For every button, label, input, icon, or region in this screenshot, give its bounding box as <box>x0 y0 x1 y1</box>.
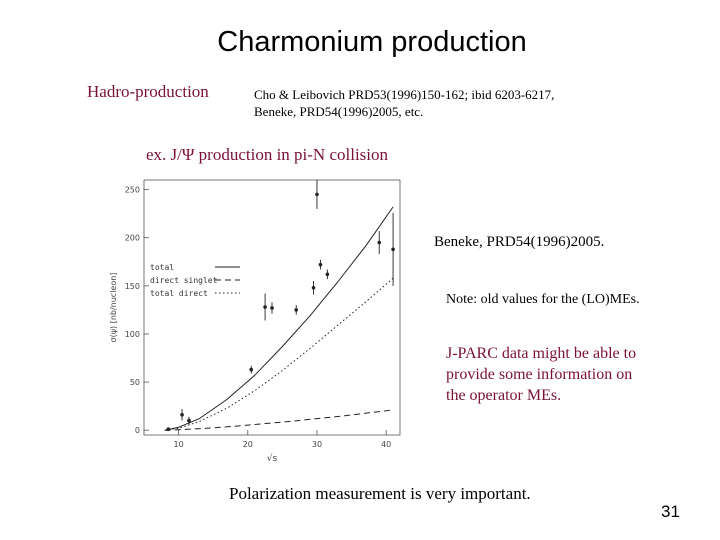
y-tick-label: 0 <box>135 426 140 435</box>
jparc-line-3: the operator MEs. <box>446 387 562 404</box>
data-point <box>270 306 274 310</box>
data-point <box>318 262 323 267</box>
y-tick-label: 100 <box>125 330 140 339</box>
page-number: 31 <box>661 502 680 521</box>
jparc-line-1: J-PARC data might be able to <box>446 345 637 362</box>
plot-frame <box>143 179 401 436</box>
x-tick-label: 10 <box>174 440 184 449</box>
data-point <box>294 308 299 312</box>
x-tick-label: 40 <box>381 440 391 449</box>
example-heading: ex. J/Ψ production in pi-N collision <box>146 145 389 164</box>
data-point <box>263 305 267 309</box>
citation-line-2: Beneke, PRD54(1996)2005, etc. <box>254 104 424 119</box>
legend-label: total direct <box>150 289 208 298</box>
citation: Cho & Leibovich PRD53(1996)150-162; ibid… <box>254 86 614 120</box>
data-point <box>311 285 316 290</box>
y-axis-label: σ(ψ) [nb/nucleon] <box>109 273 118 343</box>
polarization-statement: Polarization measurement is very importa… <box>229 484 531 503</box>
series-direct-singlet <box>164 409 394 431</box>
note-text: Note: old values for the (LO)MEs. <box>446 292 640 307</box>
y-tick-label: 200 <box>125 234 140 243</box>
citation-line-1: Cho & Leibovich PRD53(1996)150-162; ibid… <box>254 87 555 102</box>
data-point <box>180 412 184 417</box>
data-point <box>249 367 254 372</box>
legend-label: direct singlet <box>150 276 218 285</box>
y-tick-label: 50 <box>130 378 140 387</box>
x-tick-label: 30 <box>312 440 322 449</box>
cross-section-plot: 10 20 30 40 0 50 100 150 200 250 √s σ(ψ) [nb/nucleo… <box>109 179 401 464</box>
jparc-text: J-PARC data might be able to provide som… <box>446 343 686 406</box>
data-point <box>377 240 382 245</box>
data-point <box>315 192 319 197</box>
jparc-line-2: provide some information on <box>446 366 633 383</box>
figure-reference: Beneke, PRD54(1996)2005. <box>434 234 605 250</box>
series-total <box>164 206 394 431</box>
x-tick-label: 20 <box>243 440 253 449</box>
legend-label: total <box>150 263 174 272</box>
series-total-direct <box>164 277 394 431</box>
data-point <box>391 247 395 252</box>
section-subtitle: Hadro-production <box>87 82 209 101</box>
data-point <box>325 272 330 277</box>
y-tick-label: 150 <box>125 282 140 291</box>
x-axis-label: √s <box>267 453 278 464</box>
data-point <box>187 418 191 423</box>
data-point <box>166 427 171 432</box>
y-tick-label: 250 <box>125 186 140 195</box>
slide-title: Charmonium production <box>217 26 527 58</box>
